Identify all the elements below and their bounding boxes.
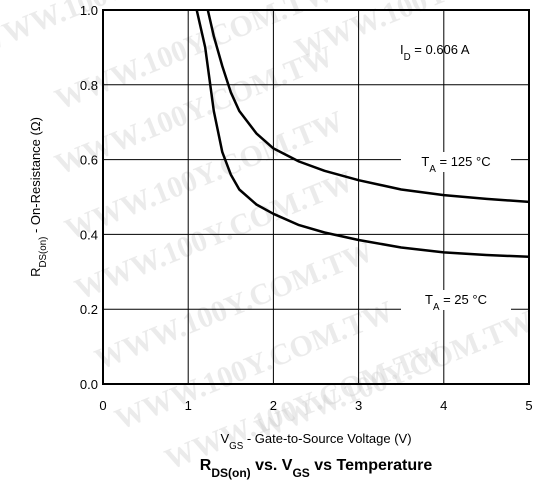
x-axis-label: VGS - Gate-to-Source Voltage (V) <box>220 431 411 452</box>
x-tick-label: 0 <box>99 398 106 413</box>
x-tick-label: 2 <box>270 398 277 413</box>
x-tick-label: 1 <box>185 398 192 413</box>
series-label-125c: TA = 125 °C <box>421 154 490 175</box>
series-label-background <box>401 290 511 310</box>
y-tick-label: 0.2 <box>80 302 98 317</box>
x-tick-labels: 0 1 2 3 4 5 <box>99 398 532 413</box>
y-tick-label: 1.0 <box>80 3 98 18</box>
y-tick-label: 0.6 <box>80 153 98 168</box>
plot-frame <box>102 9 530 385</box>
drain-current-annotation: ID = 0.606 A <box>400 42 470 63</box>
series-label-background <box>401 152 511 172</box>
y-tick-label: 0.8 <box>80 78 98 93</box>
series-label-25c: TA = 25 °C <box>425 292 487 313</box>
y-tick-labels: 0.0 0.2 0.4 0.6 0.8 1.0 <box>80 3 98 392</box>
y-axis-label: RDS(on) - On-Resistance (Ω) <box>28 117 49 277</box>
chart-title: RDS(on) vs. VGS vs Temperature <box>200 457 433 480</box>
x-tick-label: 4 <box>440 398 447 413</box>
series-line-25c <box>195 10 529 259</box>
y-tick-label: 0.4 <box>80 227 98 242</box>
y-tick-label: 0.0 <box>80 377 98 392</box>
x-tick-label: 5 <box>525 398 532 413</box>
annotations: ID = 0.606 A TA = 125 °C TA = 25 °C <box>400 42 511 313</box>
x-tick-label: 3 <box>355 398 362 413</box>
series-layer <box>195 10 529 259</box>
series-line-125c <box>206 10 529 204</box>
